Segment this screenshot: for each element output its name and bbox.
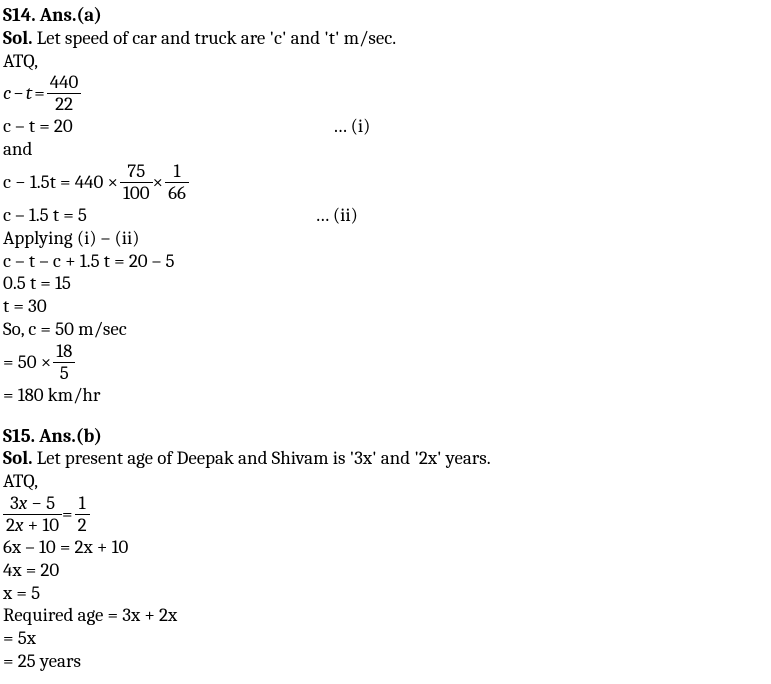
s14-eq2-times: × [153, 171, 164, 194]
s14-eq2-frac1: 75 100 [120, 162, 153, 203]
s15-line4: Required age = 3x + 2x [3, 604, 768, 627]
s15-line1: 6x – 10 = 2x + 10 [3, 536, 768, 559]
s14-eq1-c: c [3, 82, 11, 105]
s15-frac2: 1 2 [75, 494, 90, 535]
s14-halft: 0.5 t = 15 [3, 272, 768, 295]
s14-eq2-f1-num: 75 [120, 162, 153, 183]
s14-soc: So, c = 50 m/sec [3, 318, 768, 341]
s15-header: S15. Ans.(b) [3, 425, 768, 448]
s15-frac1: 3x − 5 2x + 10 [3, 494, 62, 535]
s14-eq2-lhs: c − 1.5t = 440 × [3, 171, 118, 194]
s15-f1-den-b: + 10 [23, 514, 59, 536]
s14-ct20-line: c – t = 20 … (i) [3, 115, 768, 138]
s15-eq: 3x − 5 2x + 10 = 1 2 [3, 494, 768, 535]
s15-f1-num: 3x − 5 [3, 494, 62, 515]
s14-eq1-equals: = [34, 82, 45, 105]
s15-line6: = 25 years [3, 650, 768, 673]
s15-line2: 4x = 20 [3, 559, 768, 582]
s15-sol-text: Let present age of Deepak and Shivam is … [32, 447, 490, 469]
s14-atq: ATQ, [3, 50, 768, 73]
s14-c15t5: c – 1.5 t = 5 [3, 204, 87, 227]
s14-eq1-minus: − [13, 82, 24, 105]
s15-sol-line: Sol. Let present age of Deepak and Shiva… [3, 447, 768, 470]
s14-dots-ii: … (ii) [315, 204, 358, 227]
s14-conv-lhs: = 50 × [3, 351, 51, 374]
s14-ct20: c – t = 20 [3, 115, 73, 138]
s14-eq1-frac: 440 22 [47, 73, 82, 114]
s15-f1-num-x: x [19, 492, 27, 514]
s14-conv: = 50 × 18 5 [3, 342, 768, 383]
s14-subline: c – t – c + 1.5 t = 20 – 5 [3, 250, 768, 273]
s14-eq2-frac2: 1 66 [165, 162, 189, 203]
s14-result: = 180 km/hr [3, 384, 768, 407]
s15-f1-den: 2x + 10 [3, 515, 62, 535]
s14-c15t5-line: c – 1.5 t = 5 … (ii) [3, 204, 768, 227]
s14-eq2-f1-den: 100 [120, 183, 153, 203]
s14-dots-i: … (i) [333, 115, 371, 138]
s14-eq1: c − t = 440 22 [3, 73, 768, 114]
s14-eq2-f2-den: 66 [165, 183, 189, 203]
section-spacer [3, 407, 768, 425]
s15-eq-equals: = [62, 503, 73, 526]
s14-eq2: c − 1.5t = 440 × 75 100 × 1 66 [3, 162, 768, 203]
s14-conv-den: 5 [53, 363, 75, 383]
s15-line3: x = 5 [3, 582, 768, 605]
s14-eq1-t: t [26, 82, 32, 105]
s14-eq1-num: 440 [47, 73, 82, 94]
s14-conv-num: 18 [53, 342, 75, 363]
s14-eq2-f2-num: 1 [165, 162, 189, 183]
s15-atq: ATQ, [3, 470, 768, 493]
s14-applying: Applying (i) – (ii) [3, 227, 768, 250]
s14-sol-label: Sol. [3, 27, 32, 49]
s15-f2-num: 1 [75, 494, 90, 515]
s15-f2-den: 2 [75, 515, 90, 535]
s15-f1-num-b: − 5 [27, 492, 55, 514]
s14-header: S14. Ans.(a) [3, 4, 768, 27]
s15-sol-label: Sol. [3, 447, 32, 469]
s14-eq1-den: 22 [47, 94, 82, 114]
s15-f1-num-a: 3 [10, 492, 19, 514]
s14-t30: t = 30 [3, 295, 768, 318]
s14-sol-text: Let speed of car and truck are 'c' and '… [32, 27, 396, 49]
s14-conv-frac: 18 5 [53, 342, 75, 383]
s15-line5: = 5x [3, 627, 768, 650]
s14-and: and [3, 138, 768, 161]
s14-sol-line: Sol. Let speed of car and truck are 'c' … [3, 27, 768, 50]
s15-f1-den-a: 2 [6, 514, 15, 536]
